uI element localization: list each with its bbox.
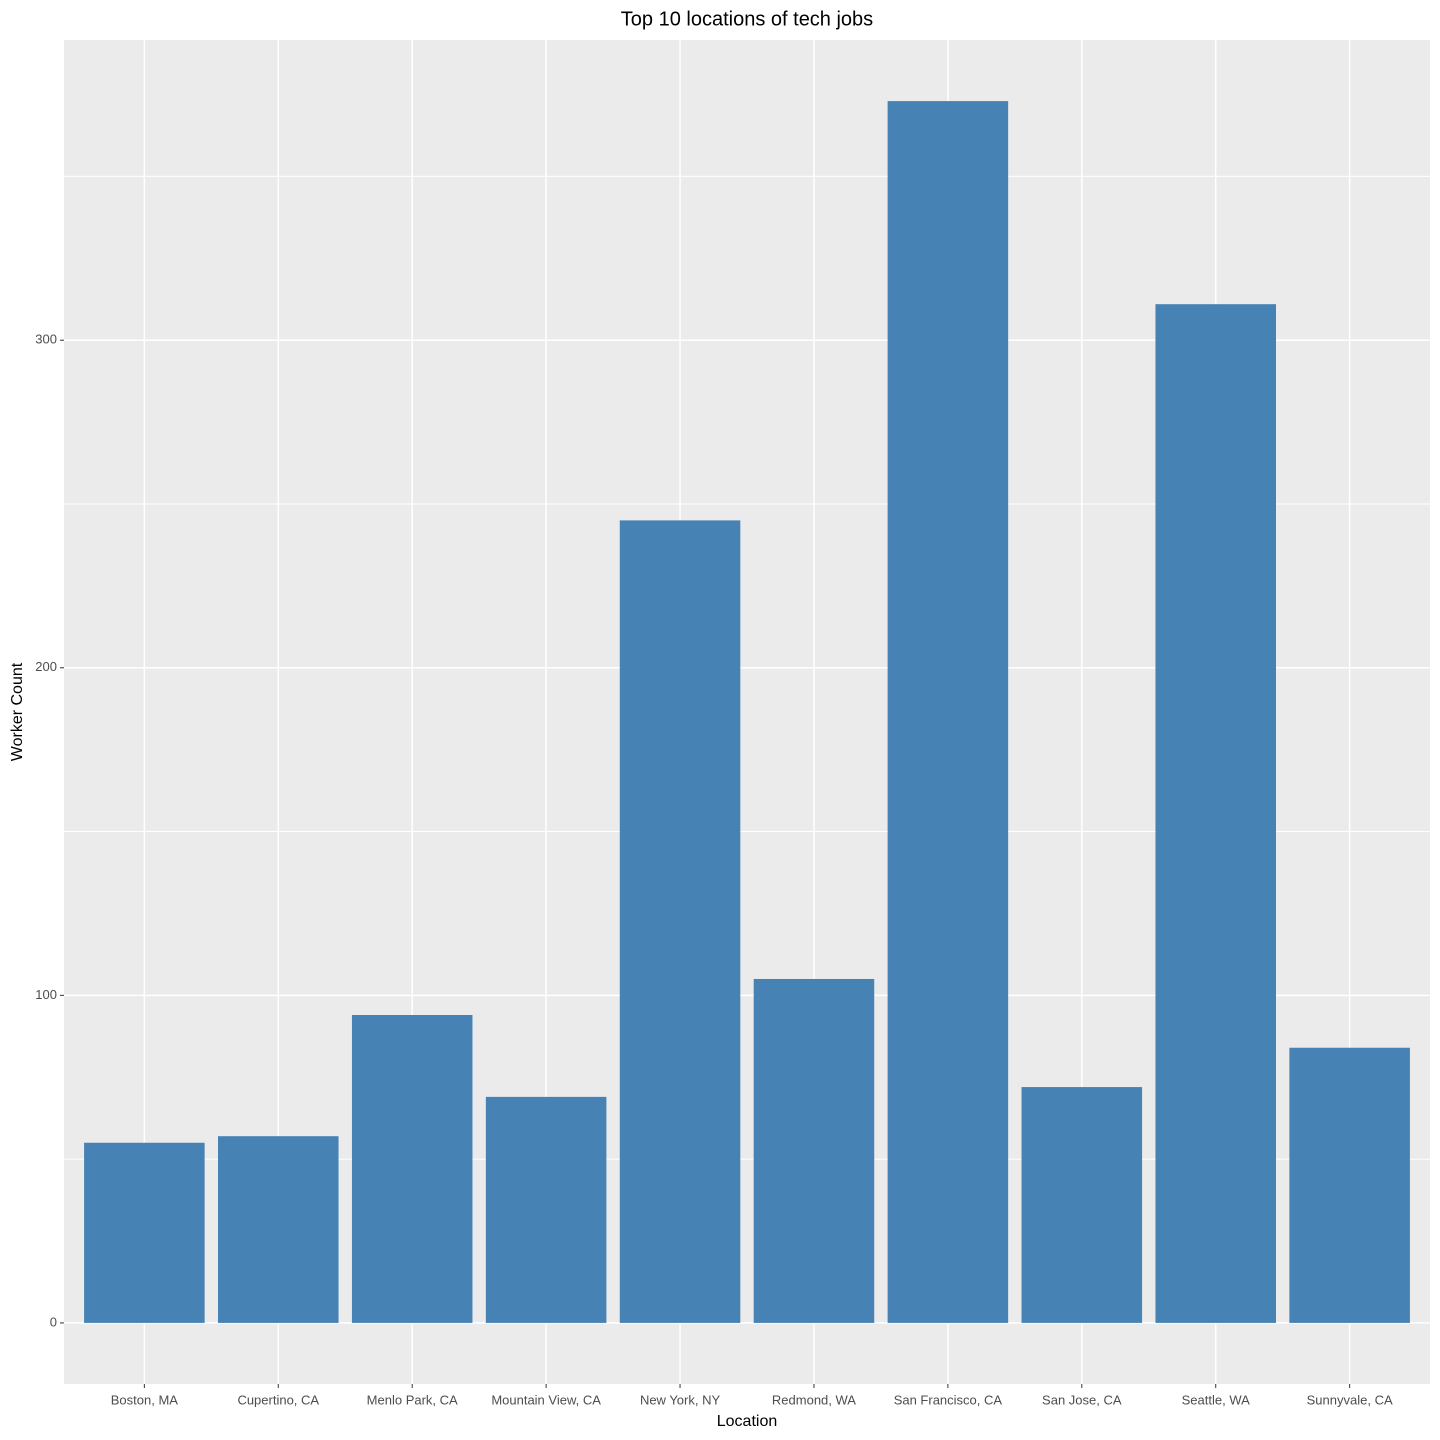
y-tick-label: 300	[35, 332, 57, 347]
x-tick-label: Sunnyvale, CA	[1307, 1392, 1393, 1407]
x-tick-label: Menlo Park, CA	[367, 1392, 458, 1407]
y-axis-title: Worker Count	[9, 662, 26, 761]
bar	[218, 1136, 339, 1323]
bar	[1021, 1087, 1143, 1323]
x-tick-label: Redmond, WA	[772, 1392, 856, 1407]
x-tick-label: San Francisco, CA	[894, 1392, 1003, 1407]
bar	[1289, 1047, 1410, 1323]
bar	[351, 1014, 473, 1323]
x-tick-label: New York, NY	[640, 1392, 721, 1407]
chart-title: Top 10 locations of tech jobs	[621, 8, 873, 30]
x-tick-label: Cupertino, CA	[237, 1392, 319, 1407]
y-tick-label: 0	[50, 1314, 57, 1329]
x-tick-label: Seattle, WA	[1182, 1392, 1250, 1407]
x-axis-title: Location	[717, 1413, 778, 1430]
y-tick-label: 200	[35, 659, 57, 674]
y-tick-label: 100	[35, 987, 57, 1002]
bar	[1155, 304, 1276, 1323]
x-tick-label: Mountain View, CA	[491, 1392, 601, 1407]
bar	[485, 1096, 607, 1323]
bar	[619, 520, 741, 1323]
x-tick-label: San Jose, CA	[1042, 1392, 1122, 1407]
bar	[887, 101, 1009, 1323]
x-tick-label: Boston, MA	[111, 1392, 179, 1407]
bar	[753, 978, 875, 1323]
bar	[84, 1142, 205, 1323]
